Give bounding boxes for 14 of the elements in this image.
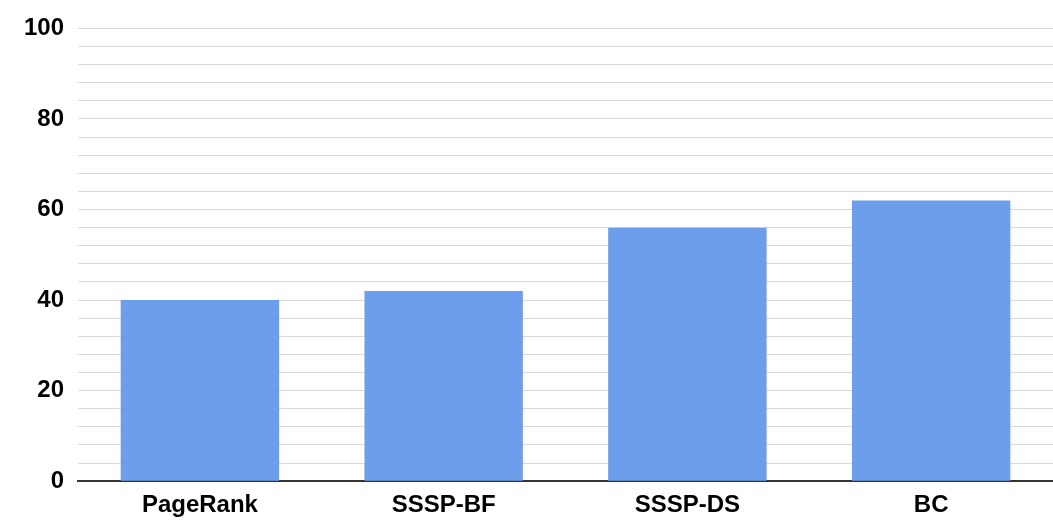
bar: [364, 291, 523, 481]
y-tick-label: 80: [37, 103, 65, 131]
y-tick-label: 0: [50, 465, 65, 493]
bar: [608, 227, 767, 481]
bar: [851, 200, 1011, 481]
y-tick-label: 40: [37, 284, 65, 312]
x-tick-label: BC: [913, 490, 949, 518]
y-tick-label: 20: [37, 375, 65, 403]
y-tick-label: 100: [24, 13, 65, 41]
y-tick-label: 60: [37, 194, 65, 222]
x-tick-label: SSSP-BF: [391, 490, 496, 518]
bar: [120, 300, 280, 481]
x-tick-label: PageRank: [141, 490, 259, 518]
x-tick-label: SSSP-DS: [634, 490, 741, 518]
